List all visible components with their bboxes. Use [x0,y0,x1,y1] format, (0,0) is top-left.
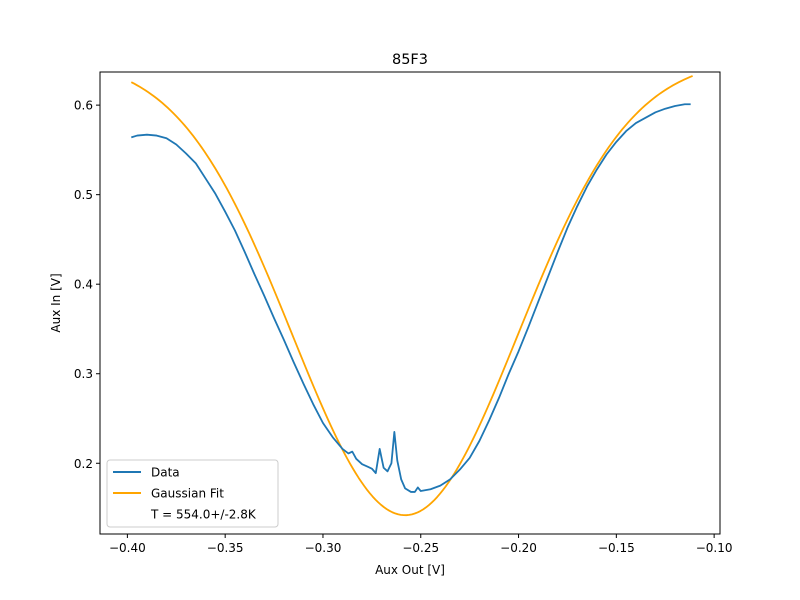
plot-area [99,71,721,535]
y-tick-label: 0.3 [74,367,93,381]
chart-title: 85F3 [392,52,428,68]
x-tick-label: −0.30 [305,541,342,555]
legend-box [106,459,279,528]
y-axis-label: Aux In [V] [49,273,63,332]
y-tick-label: 0.6 [74,99,93,113]
series-line-gaussian-fit [130,75,693,517]
x-tick-label: −0.35 [207,541,244,555]
legend-label-data: Data [151,466,180,480]
x-tick-label: −0.25 [402,541,439,555]
x-tick-label: −0.15 [598,541,635,555]
x-axis-label: Aux Out [V] [375,563,445,577]
y-tick-label: 0.5 [74,188,93,202]
plot-frame [99,71,721,535]
x-tick-label: −0.10 [696,541,733,555]
legend: Data Gaussian Fit T = 554.0+/-2.8K [106,459,279,528]
y-axis: 0.2 0.3 0.4 0.5 0.6 [74,99,100,471]
y-tick-label: 0.4 [74,278,93,292]
x-axis: −0.40 −0.35 −0.30 −0.25 −0.20 −0.15 −0.10 [109,534,733,555]
legend-note-temperature: T = 554.0+/-2.8K [150,508,257,522]
y-tick-label: 0.2 [74,457,93,471]
x-tick-label: −0.20 [500,541,537,555]
legend-label-gaussian-fit: Gaussian Fit [151,487,224,501]
x-tick-label: −0.40 [109,541,146,555]
series-line-data [131,103,691,493]
